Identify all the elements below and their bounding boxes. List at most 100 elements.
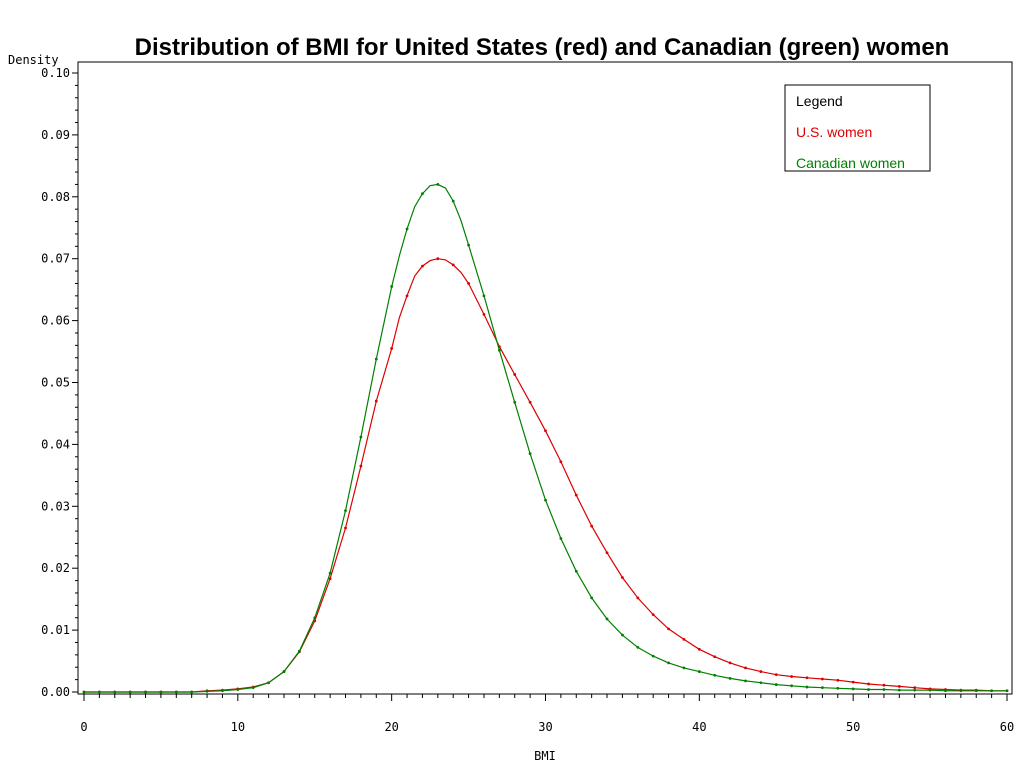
data-point (651, 613, 655, 617)
data-point (159, 690, 163, 694)
data-point (882, 683, 886, 687)
data-point (513, 373, 517, 376)
data-point (544, 498, 547, 502)
y-axis-label: Density (8, 53, 59, 67)
x-tick-label: 10 (231, 720, 245, 734)
data-point (790, 684, 794, 688)
y-tick-label: 0.09 (41, 128, 70, 142)
data-point (990, 689, 994, 693)
data-point (390, 347, 394, 350)
data-point (682, 666, 686, 670)
x-axis-label: BMI (534, 749, 556, 763)
data-point (913, 686, 917, 690)
data-point (221, 689, 224, 693)
data-point (482, 313, 486, 316)
data-point (836, 686, 840, 690)
x-tick-label: 60 (1000, 720, 1014, 734)
data-point (805, 676, 809, 680)
x-tick-label: 30 (538, 720, 552, 734)
x-tick-label: 40 (692, 720, 706, 734)
series-layer (82, 183, 1009, 694)
y-tick-label: 0.00 (41, 685, 70, 699)
data-point (667, 627, 670, 631)
data-point (421, 192, 424, 196)
x-tick-label: 20 (384, 720, 398, 734)
data-point (174, 690, 178, 694)
data-point (467, 243, 470, 247)
data-point (728, 661, 732, 665)
data-point (497, 348, 501, 352)
data-point (590, 524, 594, 528)
data-point (313, 616, 317, 620)
data-point (867, 688, 870, 691)
chart-title: Distribution of BMI for United States (r… (134, 34, 950, 61)
y-tick-label: 0.04 (41, 437, 70, 451)
data-point (528, 452, 532, 456)
data-point (421, 264, 424, 268)
data-point (205, 689, 209, 693)
data-point (605, 551, 609, 555)
data-point (728, 676, 732, 680)
data-point (328, 571, 332, 575)
data-point (436, 183, 440, 186)
data-point (344, 526, 347, 530)
data-point (959, 689, 963, 693)
data-point (359, 464, 363, 468)
data-point (759, 670, 763, 673)
data-point (544, 429, 547, 433)
data-point (513, 400, 517, 404)
data-point (713, 673, 717, 677)
data-point (374, 357, 378, 361)
data-point (697, 647, 701, 651)
data-point (774, 683, 778, 686)
data-point (759, 681, 763, 685)
data-point (636, 596, 640, 600)
data-point (913, 688, 917, 692)
data-point (251, 686, 255, 690)
data-point (344, 509, 347, 513)
series-line-canadian-women (84, 183, 1007, 693)
data-point (851, 680, 855, 684)
data-point (682, 637, 686, 641)
data-point (236, 688, 240, 691)
data-point (621, 576, 624, 579)
data-point (482, 294, 486, 298)
data-point (928, 688, 932, 692)
data-point (697, 670, 701, 673)
y-tick-label: 0.01 (41, 623, 70, 637)
data-point (451, 263, 455, 267)
data-point (390, 285, 394, 288)
y-axis: 0.00 0.01 0.02 0.03 0.04 0.05 0.06 0.07 0.08 0.09… (41, 66, 78, 699)
data-point (821, 686, 824, 690)
data-point (897, 688, 901, 692)
data-point (282, 670, 286, 673)
data-point (651, 654, 655, 658)
data-point (836, 678, 840, 682)
y-tick-label: 0.08 (41, 190, 70, 204)
data-point (897, 685, 901, 688)
data-point (636, 646, 640, 649)
data-point (590, 596, 594, 600)
data-point (267, 681, 270, 685)
y-tick-label: 0.03 (41, 499, 70, 513)
data-point (851, 687, 855, 691)
data-point (190, 690, 194, 694)
y-tick-label: 0.02 (41, 561, 70, 575)
data-point (574, 493, 578, 497)
y-tick-label: 0.06 (41, 314, 70, 328)
data-point (559, 460, 563, 464)
x-tick-label: 50 (846, 720, 860, 734)
y-tick-label: 0.10 (41, 66, 70, 80)
legend-box (784, 84, 931, 172)
data-point (297, 649, 301, 653)
data-point (667, 661, 670, 665)
data-point (605, 617, 609, 621)
y-tick-label: 0.07 (41, 252, 70, 266)
data-point (790, 675, 794, 678)
data-point (574, 569, 578, 573)
y-tick-label: 0.05 (41, 376, 70, 390)
data-point (559, 537, 563, 540)
legend: Legend U.S. women Canadian women (784, 84, 931, 172)
data-point (744, 666, 747, 670)
